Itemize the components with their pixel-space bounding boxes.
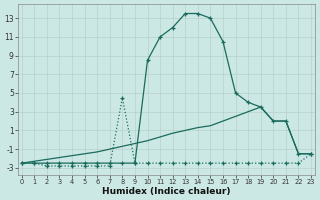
X-axis label: Humidex (Indice chaleur): Humidex (Indice chaleur) xyxy=(102,187,231,196)
